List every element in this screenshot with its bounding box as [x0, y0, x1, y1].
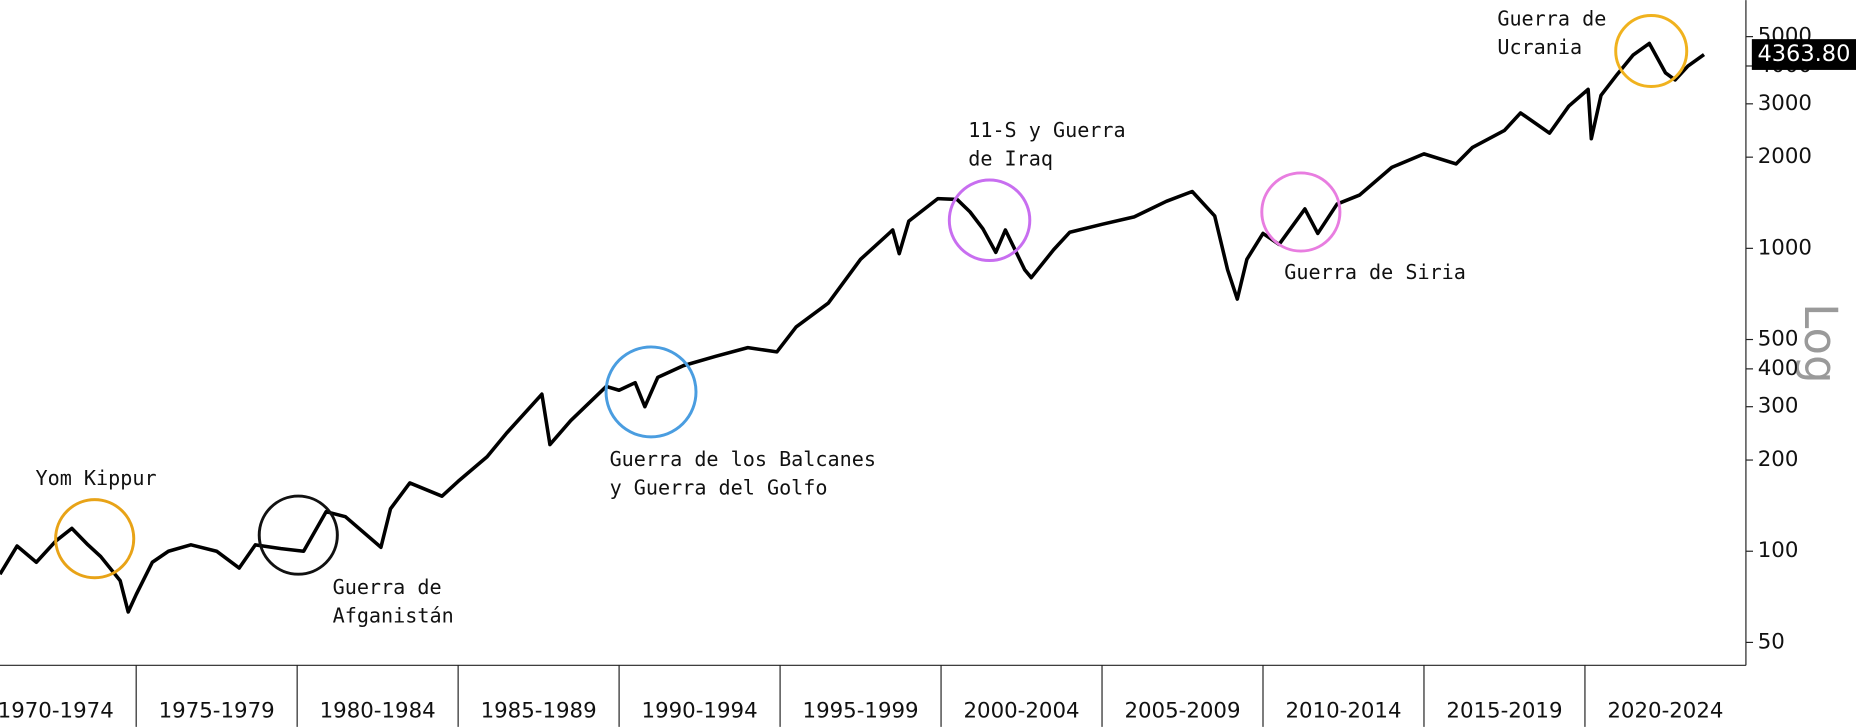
annotation-text: Ucrania	[1497, 35, 1582, 59]
annotation-circle	[54, 498, 136, 580]
price-line	[0, 41, 1706, 614]
x-tick-label: 2020-2024	[1607, 699, 1723, 724]
x-tick-label: 2005-2009	[1124, 699, 1240, 724]
annotation-circle	[1260, 171, 1342, 253]
annotation-text: Guerra de Siria	[1284, 260, 1466, 284]
last-value-box	[1751, 39, 1856, 70]
y-tick-label: 300	[1758, 394, 1799, 419]
annotation-circle	[604, 345, 698, 439]
y-tick-label: 500	[1758, 327, 1799, 352]
y-axis-label: Log	[1794, 303, 1847, 383]
x-tick-label: 1985-1989	[481, 699, 597, 724]
x-tick-label: 1975-1979	[159, 699, 275, 724]
y-tick-label: 3000	[1758, 91, 1812, 116]
annotation-text: de Iraq	[968, 146, 1053, 170]
x-tick-label: 1970-1974	[0, 699, 114, 724]
annotation-text: y Guerra del Golfo	[610, 475, 828, 499]
x-tick-label: 2015-2019	[1446, 699, 1562, 724]
annotation-text: Guerra de	[333, 575, 442, 599]
x-tick-label: 2010-2014	[1285, 699, 1401, 724]
annotation-circle	[947, 178, 1032, 262]
x-tick-label: 1995-1999	[803, 699, 919, 724]
annotation-text: Yom Kippur	[36, 466, 157, 490]
y-tick-label: 100	[1758, 538, 1799, 563]
annotation-text: Guerra de los Balcanes	[610, 447, 876, 471]
x-tick-label: 1980-1984	[320, 699, 436, 724]
y-tick-label: 1000	[1758, 235, 1812, 260]
y-tick-label: 50	[1758, 629, 1785, 654]
y-tick-label: 400	[1758, 356, 1799, 381]
annotation-text: 11-S y Guerra	[968, 118, 1125, 142]
annotation-text: Afganistán	[333, 603, 454, 627]
y-tick-label: 200	[1758, 447, 1799, 472]
y-tick-label: 2000	[1758, 144, 1812, 169]
x-tick-label: 1990-1994	[642, 699, 758, 724]
last-value-label: 4363.80	[1757, 41, 1850, 67]
annotation-circle	[1614, 14, 1689, 89]
annotation-circle	[257, 494, 339, 576]
x-tick-label: 2000-2004	[963, 699, 1079, 724]
annotation-text: Guerra de	[1497, 7, 1606, 31]
